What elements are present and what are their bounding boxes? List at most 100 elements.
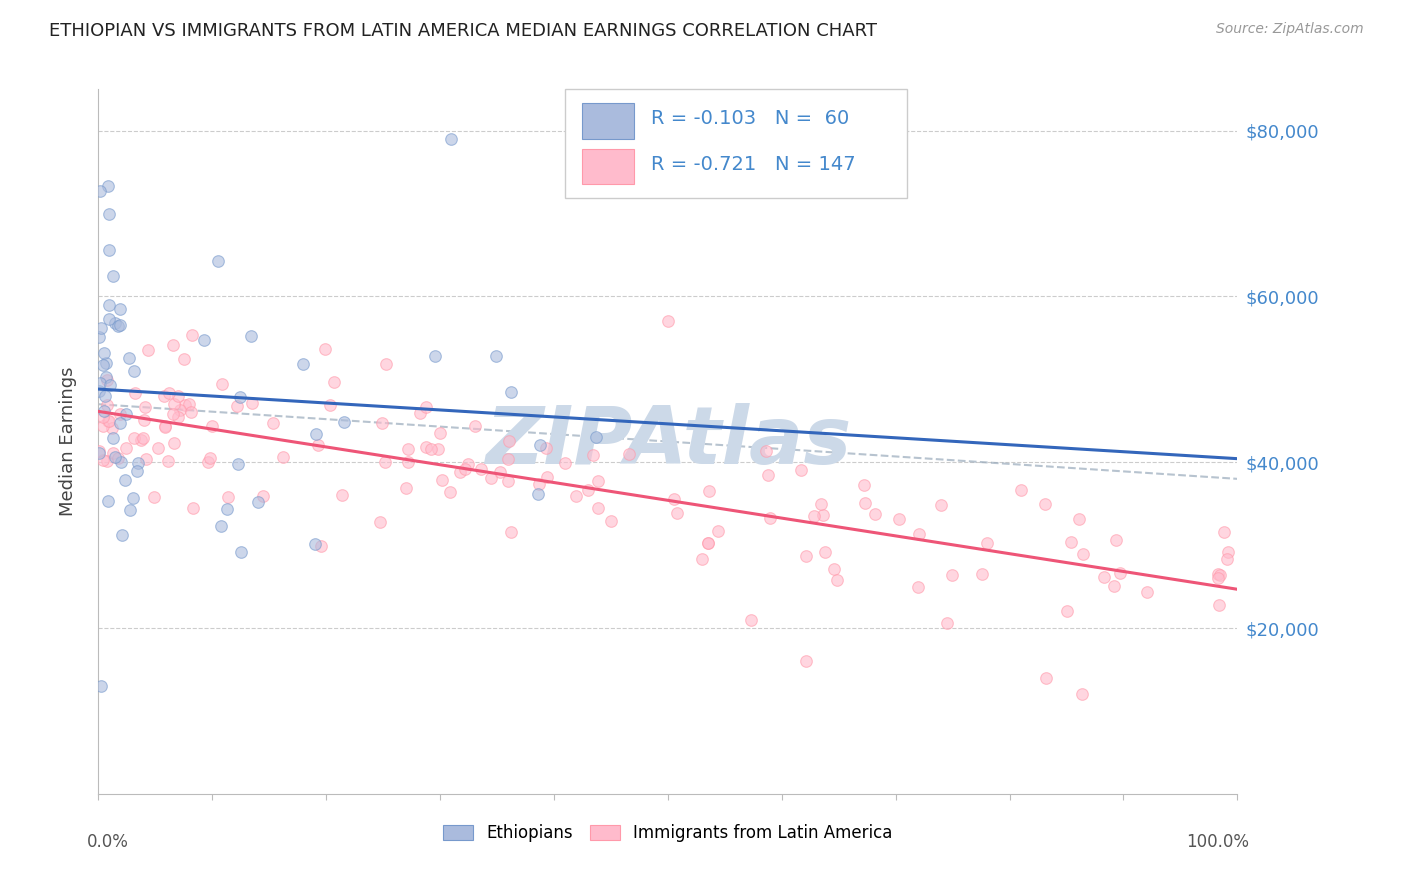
Point [554, 456, 576, 470]
Legend: Ethiopians, Immigrants from Latin America: Ethiopians, Immigrants from Latin Americ… [436, 818, 900, 849]
Point [166, 410, 188, 425]
Point [662, 491, 685, 506]
Point [93, 403, 115, 417]
Point [98, 206, 121, 220]
Point [108, 416, 131, 430]
Y-axis label: Median Earnings: Median Earnings [59, 367, 77, 516]
Point [803, 508, 825, 523]
Point [810, 497, 832, 511]
Point [87, 329, 110, 343]
Point [585, 430, 607, 444]
Point [690, 552, 713, 566]
Point [755, 443, 778, 458]
Point [304, 536, 326, 550]
Point [488, 465, 510, 479]
Point [529, 438, 551, 452]
Point [94, 389, 117, 403]
Point [527, 477, 550, 491]
Point [153, 420, 176, 434]
Point [226, 457, 249, 471]
Point [142, 490, 165, 504]
Point [291, 357, 314, 371]
Point [217, 491, 239, 505]
Point [1033, 497, 1056, 511]
Point [121, 491, 143, 506]
Point [396, 455, 419, 469]
Point [87, 443, 110, 458]
Point [449, 465, 471, 479]
Point [395, 481, 418, 495]
Point [93, 346, 115, 360]
Point [907, 580, 929, 594]
Point [1206, 567, 1229, 582]
Point [697, 483, 720, 498]
Point [90, 321, 112, 335]
Point [853, 477, 876, 491]
Point [107, 319, 129, 334]
Point [1102, 579, 1125, 593]
Point [97, 414, 120, 428]
Point [94, 356, 117, 370]
Point [96, 454, 118, 468]
Point [423, 349, 446, 363]
Point [87, 446, 110, 460]
Point [101, 431, 124, 445]
Point [131, 432, 153, 446]
Point [374, 357, 396, 371]
Point [98, 298, 121, 312]
Point [853, 496, 876, 510]
Point [163, 397, 186, 411]
Point [536, 469, 558, 483]
Point [908, 526, 931, 541]
Point [1216, 551, 1239, 566]
Point [498, 475, 520, 489]
Point [470, 461, 492, 475]
Point [311, 539, 333, 553]
Point [91, 452, 114, 467]
Point [179, 397, 201, 411]
Point [101, 421, 124, 435]
Point [1208, 568, 1230, 582]
Point [262, 417, 284, 431]
Point [501, 385, 523, 400]
Point [163, 435, 186, 450]
Point [794, 654, 817, 668]
Point [706, 524, 728, 538]
Point [479, 471, 502, 485]
Point [565, 489, 588, 503]
Point [657, 314, 679, 328]
Point [790, 463, 813, 477]
Point [104, 316, 127, 330]
Point [110, 318, 132, 332]
Point [576, 483, 599, 498]
Point [201, 418, 224, 433]
Point [134, 413, 156, 427]
Point [89, 184, 111, 198]
Point [929, 498, 952, 512]
Point [429, 425, 451, 440]
Point [97, 494, 120, 508]
Point [415, 440, 437, 454]
Point [114, 473, 136, 487]
Point [96, 373, 118, 387]
Point [108, 407, 131, 421]
Point [118, 351, 141, 365]
Point [114, 442, 136, 456]
Point [169, 403, 191, 417]
Point [758, 510, 780, 524]
Point [94, 370, 117, 384]
Text: 100.0%: 100.0% [1185, 832, 1249, 851]
Point [124, 386, 146, 401]
Point [696, 536, 718, 550]
Point [101, 269, 124, 284]
Point [756, 467, 779, 482]
Point [229, 390, 252, 404]
Point [696, 535, 718, 549]
Point [1208, 598, 1230, 612]
Point [240, 396, 263, 410]
Point [457, 458, 479, 472]
Point [496, 451, 519, 466]
Text: ZIPAtlas: ZIPAtlas [485, 402, 851, 481]
Point [1206, 571, 1229, 585]
Point [740, 613, 762, 627]
